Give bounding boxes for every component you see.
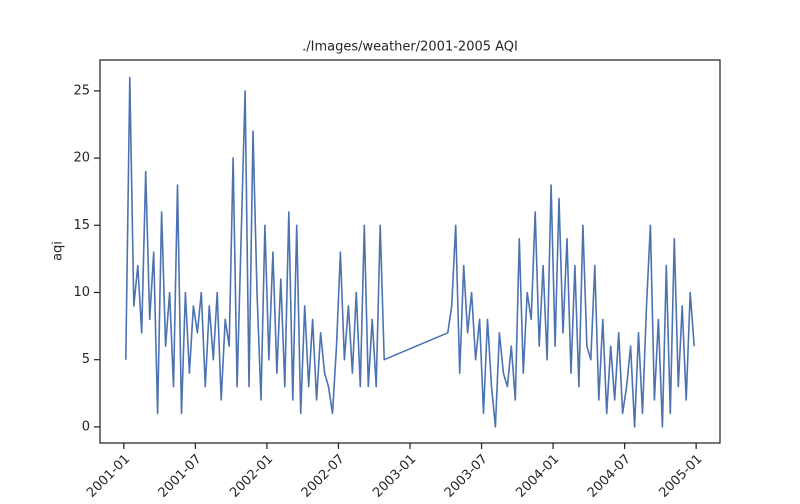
x-tick-label: 2001-07 xyxy=(156,452,205,500)
y-tick-label: 0 xyxy=(82,419,90,434)
x-tick-label: 2003-07 xyxy=(442,452,491,500)
y-tick-label: 5 xyxy=(82,352,90,367)
x-tick-label: 2002-01 xyxy=(227,452,276,500)
y-tick-label: 20 xyxy=(73,151,90,166)
y-tick-label: 15 xyxy=(73,218,90,233)
y-axis-label: aqi xyxy=(51,241,66,261)
x-tick-label: 2005-01 xyxy=(656,452,705,500)
y-tick-label: 10 xyxy=(73,285,90,300)
data-line xyxy=(125,76,695,428)
chart-title: ./Images/weather/2001-2005 AQI xyxy=(302,40,518,55)
x-tick-label: 2001-01 xyxy=(84,452,133,500)
x-tick-label: 2002-07 xyxy=(299,452,348,500)
x-tick-label: 2003-01 xyxy=(370,452,419,500)
x-tick-label: 2004-07 xyxy=(585,452,634,500)
x-tick-label: 2004-01 xyxy=(513,452,562,500)
y-tick-label: 25 xyxy=(73,83,90,98)
